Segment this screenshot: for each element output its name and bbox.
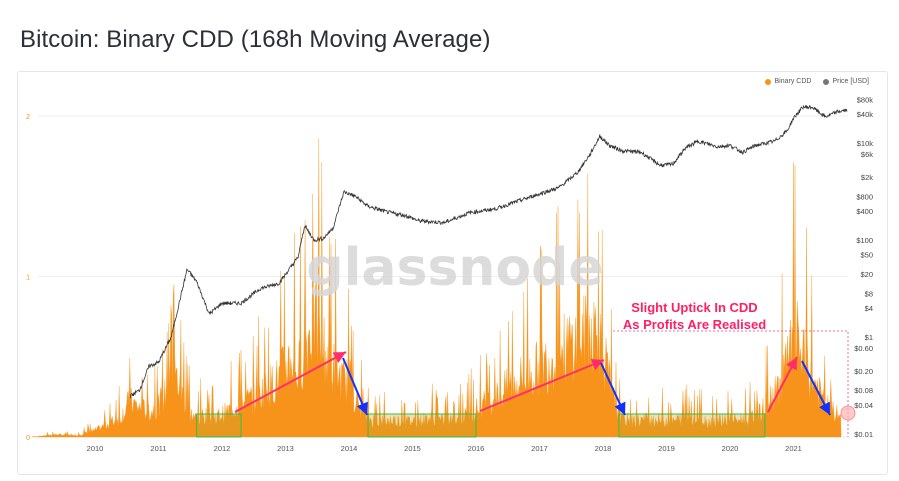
left-axis-tick-label: 2 bbox=[26, 114, 30, 121]
right-axis-tick-label: $40k bbox=[857, 110, 874, 119]
legend-swatch-icon bbox=[823, 78, 830, 85]
accumulation-box bbox=[196, 413, 242, 438]
price-usd-line bbox=[129, 104, 848, 399]
x-axis-tick-label: 2021 bbox=[785, 444, 802, 453]
right-axis-tick-label: $0.04 bbox=[854, 401, 873, 410]
legend-label: Price [USD] bbox=[832, 78, 869, 85]
accumulation-boxes-layer bbox=[196, 330, 856, 438]
x-axis-tick-label: 2014 bbox=[341, 444, 358, 453]
x-axis-tick-label: 2019 bbox=[658, 444, 675, 453]
axis-layer: 0 1 2 2010 2011 2012 2013 2014 2015 2016 2017 2018 2… bbox=[26, 95, 873, 453]
uptrend-arrow bbox=[767, 356, 798, 413]
right-axis-tick-label: $100 bbox=[856, 236, 873, 245]
uptrend-arrow bbox=[234, 351, 347, 413]
right-axis-tick-label: $800 bbox=[856, 192, 873, 201]
x-axis-tick-label: 2013 bbox=[277, 444, 294, 453]
right-axis-tick-label: $20 bbox=[860, 270, 873, 279]
right-axis-tick-label: $50 bbox=[860, 251, 873, 260]
downtrend-arrow bbox=[600, 362, 626, 416]
right-axis-tick-label: $10k bbox=[857, 139, 874, 148]
downtrend-arrow bbox=[342, 357, 368, 416]
right-axis-tick-label: $400 bbox=[856, 207, 873, 216]
x-axis-tick-label: 2015 bbox=[404, 444, 421, 453]
right-axis-tick-label: $6k bbox=[861, 150, 873, 159]
right-axis-tick-label: $0.20 bbox=[854, 367, 873, 376]
right-axis-tick-label: $0.01 bbox=[854, 430, 873, 439]
watermark-text: glassnode bbox=[306, 238, 603, 298]
left-axis-tick-label: 0 bbox=[26, 435, 30, 442]
accumulation-box bbox=[618, 413, 766, 438]
x-axis-tick-label: 2020 bbox=[722, 444, 739, 453]
annotation-dashed-outline bbox=[613, 330, 849, 437]
left-axis-tick-label: 1 bbox=[26, 275, 30, 282]
annotation-arrows-layer bbox=[234, 351, 831, 416]
legend-swatch-icon bbox=[765, 78, 772, 85]
x-axis-tick-label: 2011 bbox=[150, 444, 166, 453]
right-axis-tick-label: $8 bbox=[865, 289, 873, 298]
right-axis-tick-label: $80k bbox=[857, 95, 874, 104]
right-axis-tick-label: $1 bbox=[865, 333, 873, 342]
right-axis-tick-label: $0.08 bbox=[854, 386, 873, 395]
binary-cdd-area bbox=[31, 138, 842, 438]
x-axis-tick-label: 2017 bbox=[531, 444, 548, 453]
price-line-layer bbox=[129, 104, 848, 399]
downtrend-arrow bbox=[801, 360, 831, 416]
legend-label: Binary CDD bbox=[774, 78, 812, 85]
annotation-text: Slight Uptick In CDD As Profits Are Real… bbox=[612, 299, 777, 333]
cdd-area-layer bbox=[31, 138, 842, 438]
legend-item-price[interactable]: Price [USD] bbox=[823, 78, 869, 85]
x-axis-tick-label: 2018 bbox=[595, 444, 612, 453]
annotation-line-1: Slight Uptick In CDD bbox=[631, 300, 758, 315]
watermark-layer: glassnode bbox=[306, 238, 603, 298]
accumulation-box bbox=[367, 413, 477, 438]
uptrend-arrow bbox=[479, 359, 605, 412]
annotation-line-2: As Profits Are Realised bbox=[622, 317, 767, 332]
current-cdd-circle bbox=[840, 405, 856, 421]
x-axis-tick-label: 2012 bbox=[214, 444, 231, 453]
x-axis-tick-label: 2010 bbox=[87, 444, 104, 453]
legend: Binary CDD Price [USD] bbox=[765, 78, 869, 85]
x-axis-tick-label: 2016 bbox=[468, 444, 485, 453]
right-axis-tick-label: $2k bbox=[861, 173, 873, 182]
right-axis-tick-label: $0.60 bbox=[854, 344, 873, 353]
legend-item-binary-cdd[interactable]: Binary CDD bbox=[765, 78, 811, 85]
page-title: Bitcoin: Binary CDD (168h Moving Average… bbox=[20, 26, 491, 53]
right-axis-tick-label: $4 bbox=[865, 304, 873, 313]
